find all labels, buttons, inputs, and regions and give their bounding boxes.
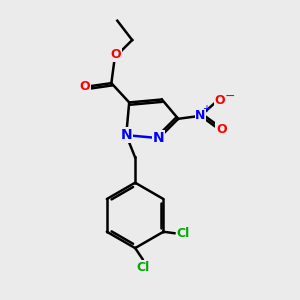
Text: N: N [153, 131, 165, 145]
Text: N: N [120, 128, 132, 142]
Text: O: O [79, 80, 90, 93]
Text: +: + [202, 104, 210, 114]
Text: O: O [214, 94, 225, 107]
Text: O: O [216, 123, 226, 136]
Text: Cl: Cl [136, 261, 149, 274]
Text: −: − [224, 90, 235, 103]
Text: O: O [110, 48, 121, 62]
Text: N: N [195, 109, 206, 122]
Text: Cl: Cl [177, 227, 190, 240]
